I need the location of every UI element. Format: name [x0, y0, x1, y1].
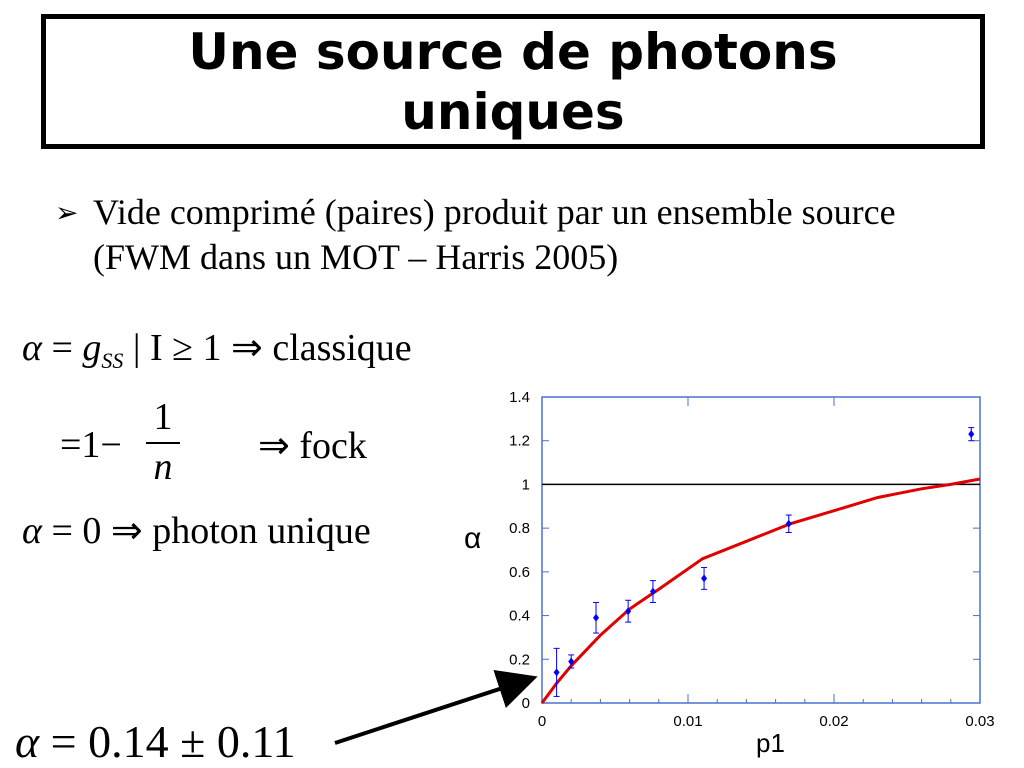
y-tick-label: 0 [522, 695, 530, 712]
y-tick-label: 0.6 [509, 564, 530, 581]
equation-measured-alpha: α = 0.14 ± 0.11 [15, 715, 296, 768]
fraction-bar [146, 442, 180, 444]
data-point [625, 607, 632, 616]
fraction-denominator: n [153, 446, 173, 488]
y-tick-label: 1.4 [509, 389, 530, 406]
x-tick-label: 0 [538, 713, 546, 730]
slide-title: Une source de photons uniques [188, 22, 838, 141]
equation-classique: α = gSS | I ≥ 1 ⇒ classique [22, 325, 412, 374]
equation-classique-rest: | I ≥ 1 ⇒ classique [123, 327, 412, 369]
plot-frame [541, 396, 981, 704]
data-point [593, 613, 600, 622]
data-point [968, 430, 975, 439]
data-point [701, 574, 708, 583]
x-tick-label: 0.01 [673, 713, 702, 730]
equals-sign: = [51, 327, 73, 369]
arrow-bullet-icon: ➢ [55, 196, 79, 229]
alpha-symbol: α [15, 716, 40, 767]
x-tick-label: 0.02 [819, 713, 848, 730]
title-box: Une source de photons uniques [41, 14, 985, 149]
fit-curve [540, 477, 981, 704]
equation-photon-unique-rest: = 0 ⇒ photon unique [41, 510, 371, 552]
y-tick-label: 0.2 [509, 651, 530, 668]
y-axis-label: α [464, 522, 481, 555]
equation-fock: =1− 1 n ⇒ fock [60, 395, 420, 490]
alpha-symbol: α [22, 510, 42, 552]
equation-fock-lhs: =1− [60, 424, 122, 466]
equation-measured-alpha-rest: = 0.14 ± 0.11 [39, 716, 296, 767]
data-point [553, 668, 560, 677]
fraction-numerator: 1 [153, 396, 173, 438]
bullet-text: Vide comprimé (paires) produit par un en… [93, 192, 896, 277]
y-tick-label: 0.4 [509, 608, 530, 625]
data-point [785, 519, 792, 528]
data-point [568, 657, 575, 666]
g-symbol: g [82, 327, 102, 369]
g-subscript: SS [101, 348, 124, 373]
y-tick-label: 0.8 [509, 520, 530, 537]
y-tick-label: 1.2 [509, 433, 530, 450]
alpha-symbol: α [22, 327, 42, 369]
x-tick-label: 0.03 [965, 713, 994, 730]
x-axis-label: p1 [756, 728, 785, 758]
equation-photon-unique: α = 0 ⇒ photon unique [22, 508, 371, 553]
equation-fock-rhs: ⇒ fock [258, 425, 367, 467]
data-point [649, 587, 656, 596]
y-tick-label: 1 [522, 476, 530, 493]
annotation-arrow [334, 669, 538, 745]
